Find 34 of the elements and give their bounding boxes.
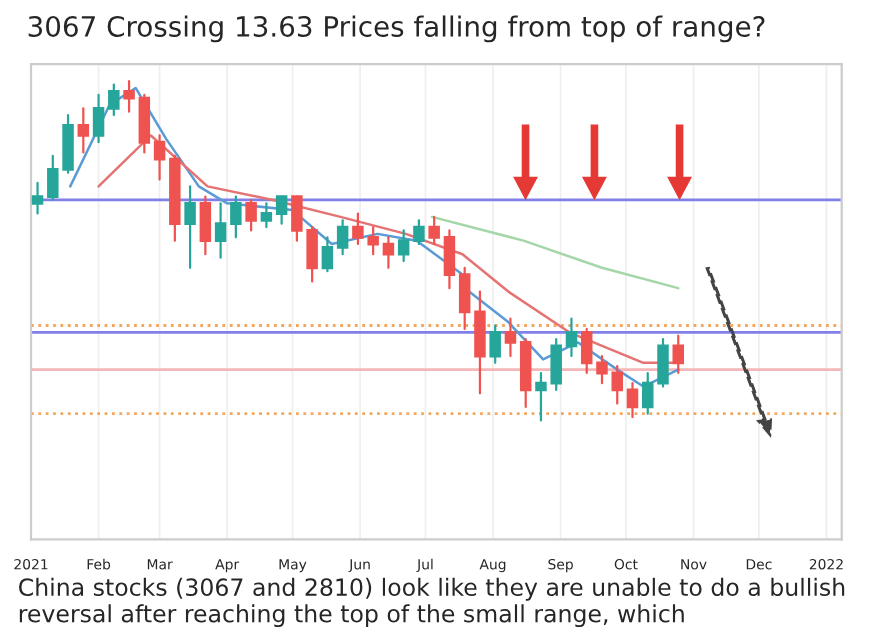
candlestick xyxy=(138,93,151,154)
text: China stocks (3067 and 2810) look like they are unable to do a bullish reversal after reaching the top of the small range, which xyxy=(19,577,845,628)
candlestick xyxy=(672,334,684,375)
candlestick xyxy=(657,337,669,388)
candlestick xyxy=(413,219,425,246)
candlestick xyxy=(260,202,273,229)
candlestick xyxy=(504,317,517,358)
candlestick xyxy=(230,195,242,239)
candlestick xyxy=(428,215,440,246)
candlestick xyxy=(474,290,486,395)
candlestick xyxy=(245,198,257,232)
candlestick xyxy=(397,229,410,263)
candlestick xyxy=(443,229,456,290)
candlestick xyxy=(489,324,501,364)
candlestick xyxy=(199,195,212,256)
candlestick xyxy=(77,107,90,154)
candlestick xyxy=(336,219,349,256)
candlestick xyxy=(458,266,471,330)
candlestick xyxy=(382,236,395,269)
candlestick xyxy=(275,195,288,225)
candlestick xyxy=(321,236,334,273)
candlestick xyxy=(626,382,639,419)
candlestick xyxy=(108,83,120,117)
chart-title: 3067 Crossing 13.63 Prices falling from top of range? xyxy=(28,15,765,43)
candlestick xyxy=(184,185,196,269)
candlestick xyxy=(153,134,166,181)
candlestick xyxy=(123,80,135,113)
candlestick xyxy=(214,202,227,259)
candlestick xyxy=(31,181,44,215)
candlestick xyxy=(580,327,593,375)
candlestick xyxy=(92,93,105,144)
candlestick xyxy=(519,337,532,409)
candlestick xyxy=(642,371,654,415)
candlestick xyxy=(565,317,578,358)
